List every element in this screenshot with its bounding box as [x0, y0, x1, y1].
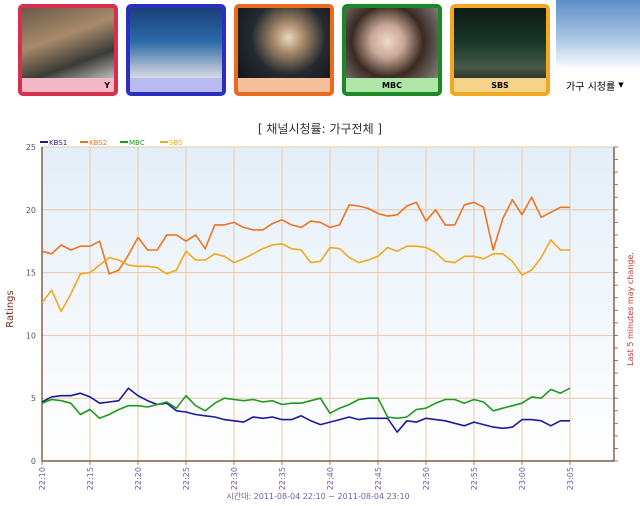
- axes: 0 5 10 15 20 25 22:10 22:15 22:20 22:25 22:30 22:35…: [26, 143, 618, 490]
- y-tick-label: 5: [31, 394, 36, 403]
- rating-type-select[interactable]: 가구 시청률 ▼: [566, 77, 634, 93]
- channel-thumb-5[interactable]: SBS: [450, 4, 550, 96]
- chevron-down-icon: ▼: [618, 81, 624, 89]
- y-tick-label: 25: [26, 143, 36, 152]
- plot-area: [42, 147, 614, 461]
- rating-type-value: 가구 시청률: [566, 81, 616, 93]
- x-tick-label: 23:00: [518, 467, 527, 490]
- channel-thumb-3[interactable]: [234, 4, 334, 96]
- chart-title: [ 채널시청률: 가구전체 ]: [257, 122, 383, 136]
- series-line-mbc: [41, 387, 571, 420]
- grid: [41, 146, 614, 462]
- channel-label: MBC: [346, 78, 438, 92]
- y-tick-label: 10: [26, 331, 36, 340]
- y-axis-label: Ratings: [5, 290, 16, 327]
- channel-strip: Y MBC SBS 가구 시청률 ▼: [0, 0, 640, 100]
- x-tick-label: 22:15: [86, 467, 95, 490]
- channel-label: [130, 78, 222, 92]
- x-tick-label: 22:20: [134, 467, 143, 490]
- x-tick-label: 22:10: [38, 467, 47, 490]
- ratings-chart: 0 5 10 15 20 25 22:10 22:15 22:20 22:25 22:30 22:35…: [5, 139, 635, 501]
- channel-preview-image: [346, 8, 438, 82]
- legend-label: MBC: [129, 139, 145, 147]
- x-tick-label: 22:35: [278, 467, 287, 490]
- channel-preview-image: [130, 8, 222, 82]
- series-line-kbs1: [41, 387, 570, 433]
- x-tick-label: 22:45: [374, 467, 383, 490]
- series-line-kbs2: [41, 196, 570, 275]
- x-tick-label: 22:40: [326, 467, 335, 490]
- channel-label: SBS: [454, 78, 546, 92]
- series-lines: [41, 196, 571, 433]
- channel-thumb-4[interactable]: MBC: [342, 4, 442, 96]
- channel-label: Y: [22, 78, 114, 92]
- y-tick-label: 20: [26, 206, 36, 215]
- channel-thumb-2[interactable]: [126, 4, 226, 96]
- channel-label: [238, 78, 330, 92]
- y2-axis-label: Last 5 minutes may change.: [626, 252, 635, 366]
- x-tick-label: 23:05: [566, 467, 575, 490]
- y-tick-label: 15: [26, 269, 36, 278]
- x-tick-label: 22:55: [470, 467, 479, 490]
- y-tick-label: 0: [31, 457, 36, 466]
- legend: KBS1 KBS2 MBC SBS: [40, 139, 183, 147]
- channel-preview-image: [238, 8, 330, 82]
- channel-preview-image: [22, 8, 114, 82]
- legend-label: KBS2: [89, 139, 107, 147]
- x-tick-label: 22:30: [230, 467, 239, 490]
- x-tick-label: 22:25: [182, 467, 191, 490]
- channel-preview-image: [454, 8, 546, 82]
- x-tick-label: 22:50: [422, 467, 431, 490]
- series-line-sbs: [41, 239, 570, 313]
- legend-label: KBS1: [49, 139, 67, 147]
- channel-thumb-1[interactable]: Y: [18, 4, 118, 96]
- sky-decoration: [556, 0, 640, 70]
- legend-label: SBS: [169, 139, 183, 147]
- x-axis-label: 시간대: 2011-08-04 22:10 ~ 2011-08-04 23:10: [226, 491, 409, 501]
